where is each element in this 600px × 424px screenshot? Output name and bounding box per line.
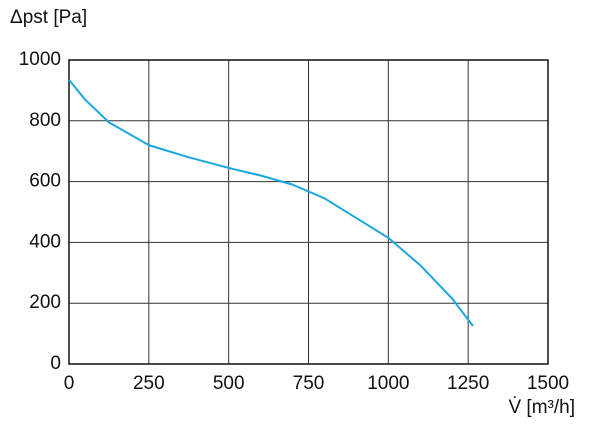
curve xyxy=(68,79,474,327)
x-tick-label: 1250 xyxy=(447,373,489,394)
y-tick-label: 200 xyxy=(29,292,61,313)
x-axis-label: V̇ [m³/h] xyxy=(508,397,575,418)
y-tick-label: 0 xyxy=(50,353,61,374)
y-tick-label: 600 xyxy=(29,171,61,192)
y-tick-label: 1000 xyxy=(19,49,61,70)
y-tick-label: 800 xyxy=(29,110,61,131)
x-tick-label: 500 xyxy=(213,373,245,394)
x-tick-label: 1500 xyxy=(527,373,569,394)
x-tick-label: 250 xyxy=(133,373,165,394)
plot-frame xyxy=(68,59,549,365)
x-tick-label: 0 xyxy=(64,373,75,394)
y-axis-label: Δpst [Pa] xyxy=(10,7,87,28)
y-tick-label: 400 xyxy=(29,231,61,252)
x-tick-label: 1000 xyxy=(367,373,409,394)
x-tick-label: 750 xyxy=(293,373,325,394)
